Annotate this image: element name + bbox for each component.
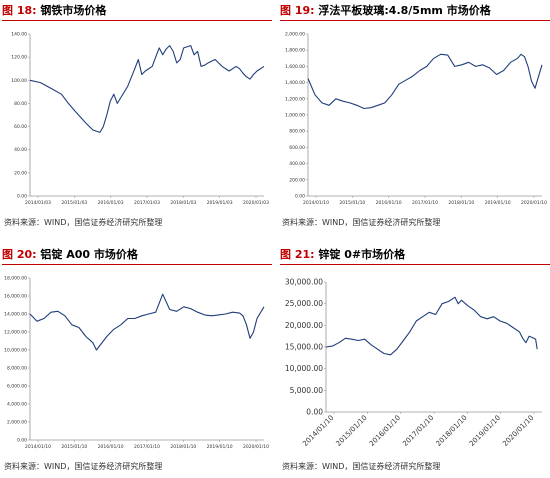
figure-number: 图 19:: [280, 4, 315, 17]
panel-title: 图 19: 浮法平板玻璃:4.8/5mm 市场价格: [280, 2, 550, 21]
line-chart: 0.00 5,000.00 10,000.00 15,000.00 20,000.00 2…: [285, 278, 542, 448]
y-tick-label: 30,000.00: [285, 278, 323, 287]
y-tick-label: 0.00: [295, 194, 305, 200]
y-tick-label: 800.00: [289, 129, 305, 135]
y-tick-label: 10,000.00: [4, 348, 27, 354]
series-line: [29, 45, 265, 133]
y-tick-label: 400.00: [289, 161, 305, 167]
x-tick-label: 2019/01/03: [207, 200, 233, 206]
x-tick-label: 2015/01/10: [335, 414, 369, 448]
panel-title: 图 18: 钢铁市场价格: [2, 2, 272, 21]
x-tick-label: 2017/01/10: [134, 444, 160, 450]
y-tick-label: 600.00: [289, 145, 305, 151]
y-tick-label: 15,000.00: [285, 343, 323, 352]
series-line: [325, 296, 538, 356]
y-tick-label: 0.00: [17, 194, 27, 200]
y-tick-label: 14,000.00: [4, 312, 27, 318]
figure-number: 图 20:: [2, 248, 37, 261]
y-tick-label: 4,000.00: [7, 402, 27, 408]
x-tick-label: 2020/01/10: [501, 414, 535, 448]
y-tick-label: 20.00: [14, 170, 27, 176]
source-note: 资料来源：WIND，国信证券经济研究所整理: [282, 218, 441, 227]
y-tick-label: 25,000.00: [285, 299, 323, 308]
x-tick-label: 2018/01/10: [448, 200, 474, 206]
x-tick-label: 2016/01/10: [368, 414, 402, 448]
y-tick-label: 5,000.00: [290, 386, 324, 395]
y-tick-label: 2,000.00: [7, 420, 27, 426]
y-tick-label: 60.00: [14, 124, 27, 130]
y-tick-label: 1,800.00: [285, 48, 305, 54]
x-tick-label: 2017/01/10: [412, 200, 438, 206]
figure-title: 锌锭 0#市场价格: [318, 248, 406, 261]
x-tick-label: 2014/01/10: [301, 414, 335, 448]
panel-title: 图 21: 锌锭 0#市场价格: [280, 246, 550, 265]
x-tick-label: 2016/01/03: [98, 200, 124, 206]
y-tick-label: 0.00: [306, 408, 323, 417]
panel-steel-price: 图 18: 钢铁市场价格 0.00 20.00 40.00 60.00 80.00 100…: [2, 2, 272, 234]
y-tick-label: 40.00: [14, 147, 27, 153]
y-tick-label: 2,000.00: [285, 32, 305, 38]
y-tick-label: 1,400.00: [285, 80, 305, 86]
panel-title: 图 20: 铝锭 A00 市场价格: [2, 246, 272, 265]
x-tick-label: 2018/01/10: [435, 414, 469, 448]
x-tick-label: 2018/01/10: [170, 444, 196, 450]
panel-glass-price: 图 19: 浮法平板玻璃:4.8/5mm 市场价格 0.00 200.00 400.…: [280, 2, 550, 234]
source-note: 资料来源：WIND，国信证券经济研究所整理: [4, 462, 163, 471]
x-tick-label: 2014/01/10: [25, 444, 51, 450]
line-chart: 0.00 200.00 400.00 600.00 800.00 1,000.00 1,20…: [285, 32, 547, 207]
figure-number: 图 21:: [280, 248, 315, 261]
x-tick-label: 2015/01/10: [61, 444, 87, 450]
x-tick-label: 2019/01/10: [207, 444, 233, 450]
x-tick-label: 2014/01/03: [25, 200, 51, 206]
figure-title: 钢铁市场价格: [40, 4, 107, 17]
y-tick-label: 140.00: [11, 32, 27, 38]
y-tick-label: 80.00: [14, 101, 27, 107]
y-tick-label: 100.00: [11, 78, 27, 84]
x-tick-label: 2018/01/03: [170, 200, 196, 206]
x-tick-label: 2016/01/10: [98, 444, 124, 450]
source-note: 资料来源：WIND，国信证券经济研究所整理: [282, 462, 441, 471]
x-tick-label: 2015/01/10: [339, 200, 365, 206]
figure-number: 图 18:: [2, 4, 37, 17]
y-tick-label: 1,000.00: [285, 113, 305, 119]
y-tick-label: 8,000.00: [7, 366, 27, 372]
y-tick-label: 20,000.00: [285, 321, 323, 330]
y-tick-label: 200.00: [289, 177, 305, 183]
x-tick-label: 2020/01/03: [243, 200, 269, 206]
panel-zinc-price: 图 21: 锌锭 0#市场价格 0.00 5,000.00 10,000.00 15,…: [280, 246, 550, 478]
x-tick-label: 2015/01/03: [61, 200, 87, 206]
y-tick-label: 6,000.00: [7, 384, 27, 390]
x-tick-label: 2017/01/10: [401, 414, 435, 448]
y-tick-label: 0.00: [17, 438, 27, 444]
y-tick-label: 12,000.00: [4, 330, 27, 336]
y-tick-label: 1,600.00: [285, 64, 305, 70]
x-tick-label: 2014/01/10: [303, 200, 329, 206]
figure-title: 铝锭 A00 市场价格: [40, 248, 138, 261]
panel-aluminum-price: 图 20: 铝锭 A00 市场价格 0.00 2,000.00 4,000.00 6,…: [2, 246, 272, 478]
line-chart: 0.00 20.00 40.00 60.00 80.00 100.00 120.00 140.…: [11, 32, 269, 207]
y-tick-label: 1,200.00: [285, 96, 305, 102]
y-tick-label: 10,000.00: [285, 364, 323, 373]
x-tick-label: 2020/01/10: [243, 444, 269, 450]
figure-title: 浮法平板玻璃:4.8/5mm 市场价格: [318, 4, 491, 17]
line-chart: 0.00 2,000.00 4,000.00 6,000.00 8,000.00 10,0…: [4, 276, 269, 451]
x-tick-label: 2020/01/10: [521, 200, 547, 206]
series-line: [307, 53, 543, 110]
y-tick-label: 120.00: [11, 55, 27, 61]
x-tick-label: 2019/01/10: [468, 414, 502, 448]
x-tick-label: 2017/01/03: [134, 200, 160, 206]
y-tick-label: 18,000.00: [4, 276, 27, 282]
y-tick-label: 16,000.00: [4, 294, 27, 300]
x-tick-label: 2016/01/10: [376, 200, 402, 206]
source-note: 资料来源：WIND，国信证券经济研究所整理: [4, 218, 163, 227]
x-tick-label: 2019/01/10: [485, 200, 511, 206]
series-line: [29, 293, 265, 351]
